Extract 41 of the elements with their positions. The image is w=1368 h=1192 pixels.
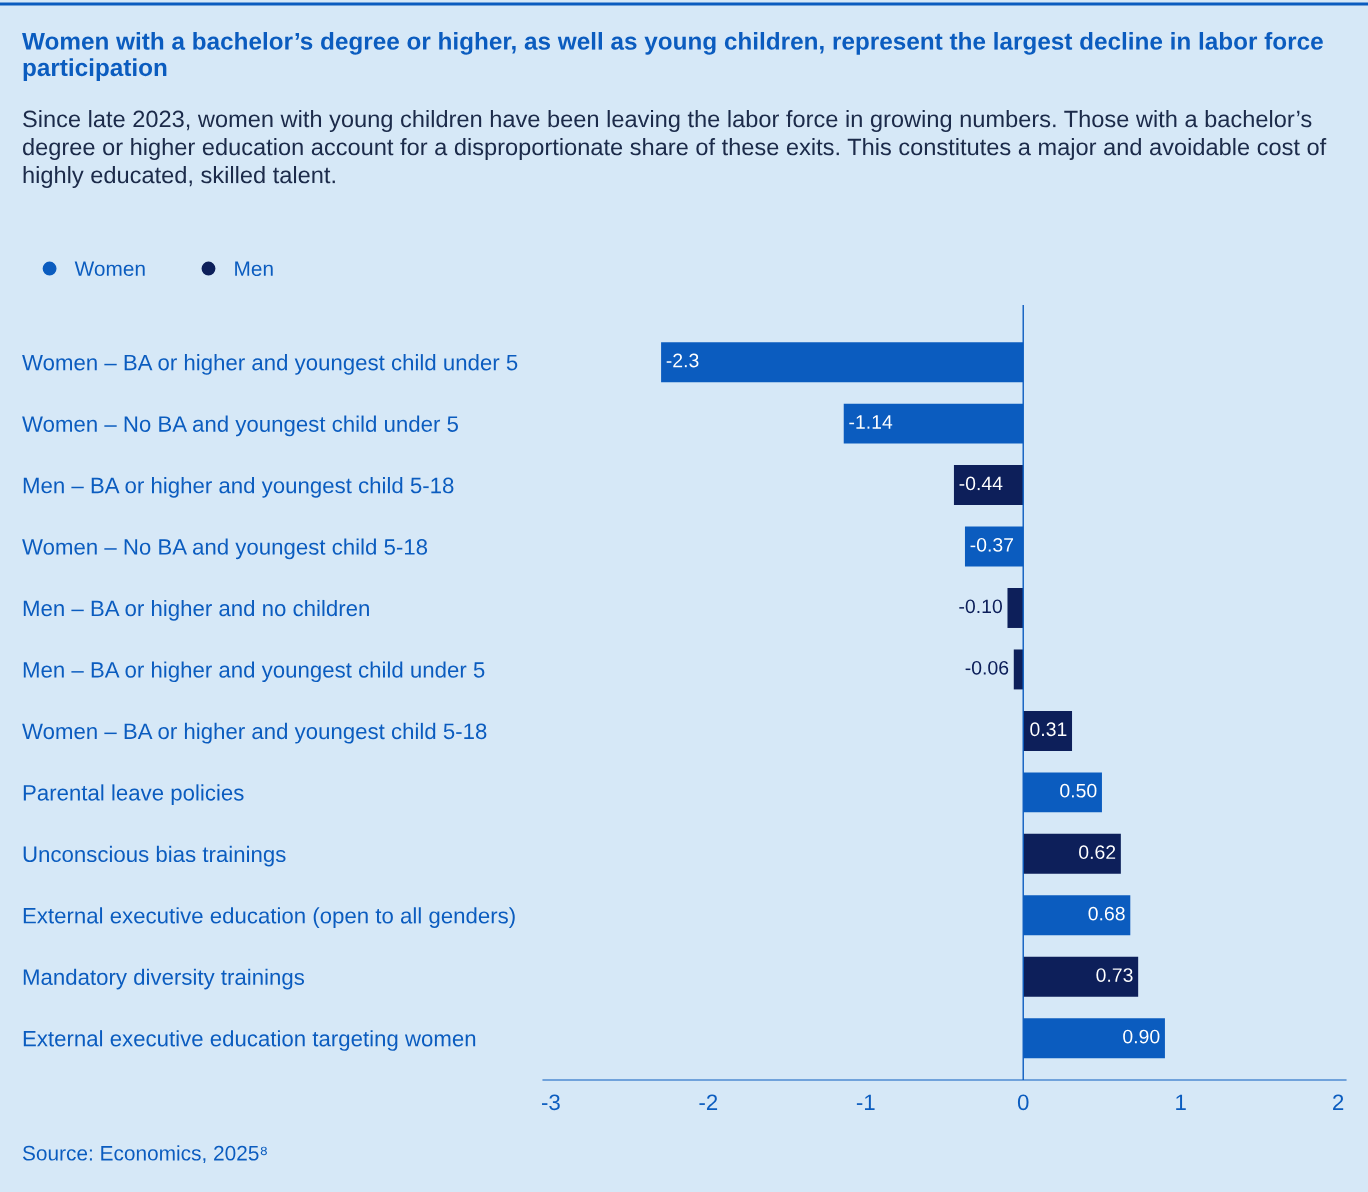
source-note: Source: Economics, 2025⁸ (22, 1145, 267, 1164)
chart-subtitle: Since late 2023, women with young children have been leaving the labor force in growing numbers. Those with a bachelor’s degree or higher education account for a disproportionate share of these exits. This constitutes a major and avoidable cost of highly educated, skilled talent. (22, 110, 1327, 189)
x-tick-label: 0 (1017, 1094, 1029, 1111)
bar (1007, 588, 1024, 628)
data-label: -0.10 (959, 599, 1002, 614)
y-tick-label: Unconscious bias trainings (23, 845, 286, 867)
y-tick-label: Women – No BA and youngest child 5-18 (22, 538, 428, 560)
bar (1023, 956, 1139, 997)
data-label: 0.50 (1060, 783, 1097, 798)
data-label: -0.44 (959, 476, 1003, 491)
x-tick-label: 2 (1333, 1094, 1344, 1110)
data-label: -1.14 (849, 415, 893, 429)
bar (1023, 833, 1121, 874)
y-tick-label: Women – No BA and youngest child under 5 (22, 415, 458, 437)
x-tick-label: -3 (541, 1094, 560, 1111)
data-label: 0.68 (1088, 906, 1125, 921)
data-label: 0.62 (1079, 845, 1116, 860)
y-tick-label: Men – BA or higher and no children (23, 599, 369, 621)
y-tick-label: Women – BA or higher and youngest child under 5 (22, 354, 518, 375)
x-tick-label: -2 (699, 1094, 718, 1110)
bar (953, 465, 1024, 506)
data-label: 0.90 (1123, 1029, 1160, 1044)
y-tick-label: Mandatory diversity trainings (23, 968, 305, 990)
y-tick-label: Men – BA or higher and youngest child 5-18 (23, 477, 454, 498)
data-label: 0.73 (1096, 968, 1133, 982)
legend-label: Men (235, 261, 273, 277)
bar (1023, 710, 1073, 751)
x-tick-label: 1 (1176, 1094, 1186, 1110)
data-label: -2.3 (666, 353, 699, 368)
data-label: 0.31 (1030, 722, 1067, 737)
data-label: -0.06 (965, 660, 1009, 675)
chart-title: Women with a bachelor’s degree or higher, as well as young children, represent the largest decline in labor force participation (22, 32, 1323, 81)
y-tick-label: Men – BA or higher and youngest child under 5 (23, 661, 485, 683)
bar (1013, 649, 1024, 690)
data-label: -0.37 (970, 537, 1014, 552)
y-tick-label: Women – BA or higher and youngest child 5-18 (22, 722, 487, 744)
legend-label: Women (74, 261, 145, 277)
y-tick-label: External executive education (open to all genders) (23, 907, 515, 928)
y-tick-label: External executive education targeting women (23, 1030, 476, 1051)
y-tick-label: Parental leave policies (23, 784, 244, 806)
x-tick-label: -1 (856, 1094, 875, 1110)
